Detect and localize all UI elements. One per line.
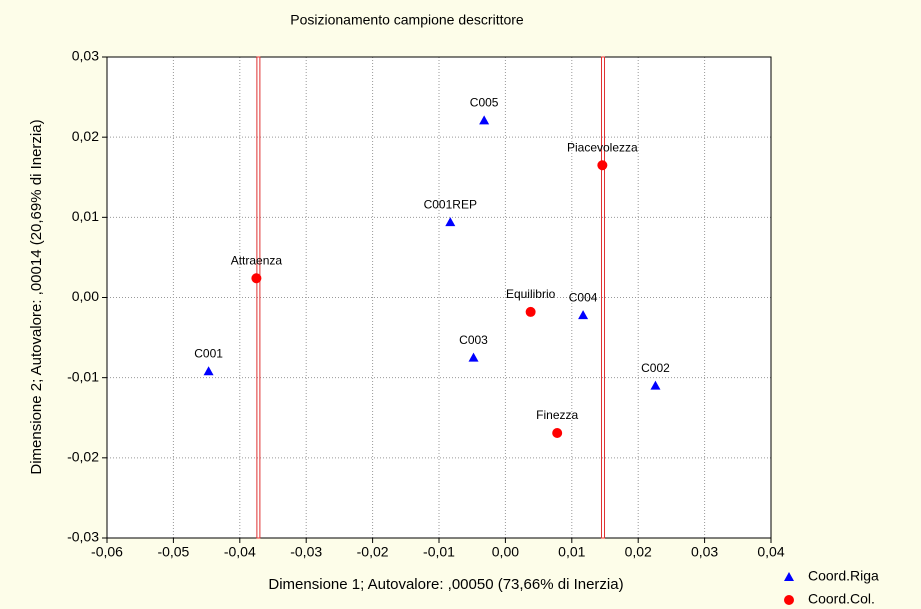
y-tick-label: 0,01 (72, 208, 99, 224)
y-tick-label: -0,01 (67, 368, 99, 384)
point-label: C001REP (424, 197, 477, 211)
x-tick-label: 0,00 (492, 544, 519, 560)
y-tick-label: 0,00 (72, 288, 99, 304)
x-tick-label: 0,03 (691, 544, 718, 560)
point (578, 310, 589, 320)
plot-border (106, 56, 772, 539)
reference-line (601, 56, 606, 539)
x-tick-label: 0,01 (558, 544, 585, 560)
y-tick-label: 0,03 (72, 48, 99, 64)
legend-marker (784, 595, 794, 605)
reference-line (256, 56, 261, 539)
point-label: C005 (470, 96, 499, 110)
legend-marker (784, 572, 794, 581)
y-tick-label: 0,02 (72, 128, 99, 144)
point (597, 160, 608, 171)
x-tick-label: -0,01 (423, 544, 455, 560)
point (203, 366, 214, 376)
x-tick-label: 0,04 (757, 544, 784, 560)
legend-label: Coord.Col. (808, 591, 875, 607)
point (525, 306, 536, 317)
x-tick-label: -0,05 (157, 544, 189, 560)
point-label: C003 (459, 333, 488, 347)
y-axis-title: Dimensione 2; Autovalore: ,00014 (20,69%… (28, 119, 45, 474)
x-tick-label: -0,03 (290, 544, 322, 560)
point (650, 380, 661, 390)
point (445, 217, 456, 227)
x-axis-title: Dimensione 1; Autovalore: ,00050 (73,66%… (268, 576, 623, 593)
x-tick-label: -0,06 (91, 544, 123, 560)
point-label: Equilibrio (506, 287, 556, 301)
x-tick-label: 0,02 (625, 544, 652, 560)
point-label: C001 (194, 346, 223, 360)
point-label: Attraenza (231, 253, 283, 267)
y-tick-label: -0,03 (67, 529, 99, 545)
point-label: Piacevolezza (567, 140, 638, 154)
x-tick-label: -0,04 (224, 544, 256, 560)
point (479, 115, 490, 125)
point-label: C004 (569, 290, 598, 304)
chart-title: Posizionamento campione descrittore (290, 12, 524, 28)
point (251, 273, 262, 284)
x-tick-label: -0,02 (357, 544, 389, 560)
point-label: C002 (641, 361, 670, 375)
legend-label: Coord.Riga (808, 568, 879, 584)
point (552, 427, 563, 438)
point (468, 352, 479, 362)
y-tick-label: -0,02 (67, 449, 99, 465)
point-label: Finezza (536, 408, 578, 422)
